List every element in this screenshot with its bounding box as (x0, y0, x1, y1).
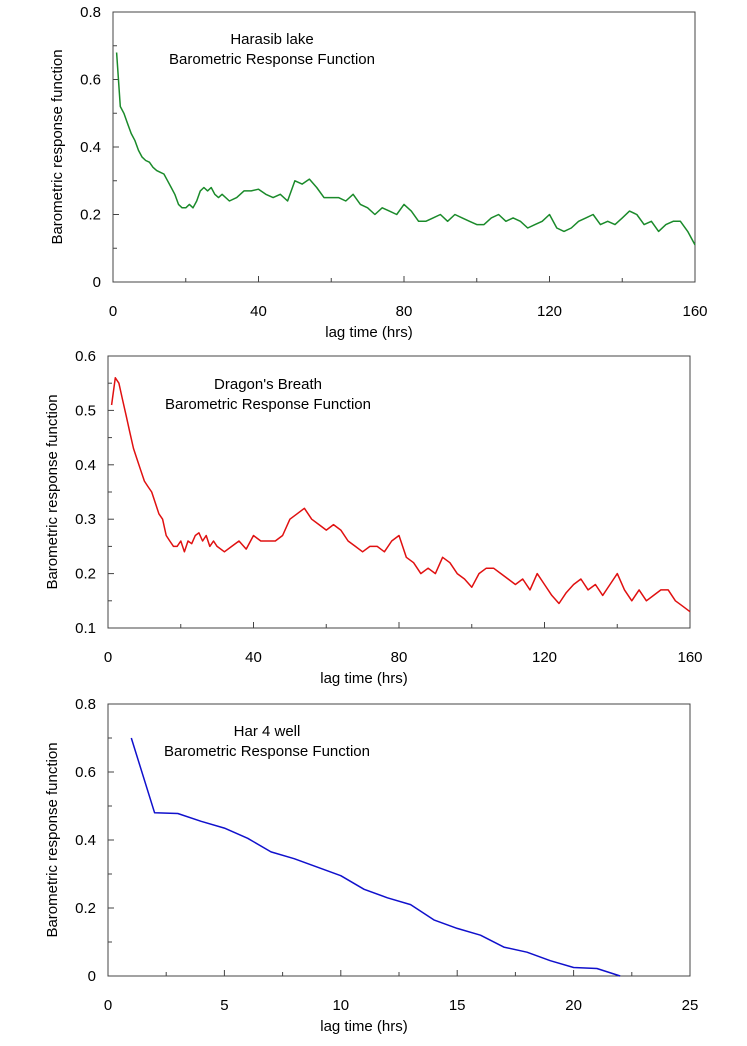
x-tick-label: 25 (682, 997, 699, 1014)
chart-har-4-well: 0 0.2 0.4 0.6 0.8 0 5 10 15 20 25 lag time (hrs) Bar… (44, 696, 698, 1035)
x-tick-label: 80 (396, 303, 413, 320)
y-tick-label: 0.1 (75, 620, 96, 637)
y-tick-label: 0.8 (75, 696, 96, 713)
y-axis-label: Barometric response function (44, 394, 61, 589)
x-tick-label: 15 (449, 997, 466, 1014)
y-tick-label: 0.2 (80, 207, 101, 224)
y-tick-label: 0.4 (75, 457, 96, 474)
x-tick-label: 20 (565, 997, 582, 1014)
y-tick-label: 0.8 (80, 4, 101, 21)
x-axis-label: lag time (hrs) (320, 1018, 408, 1035)
series-line (130, 737, 621, 977)
chart-title: Dragon's Breath (214, 376, 322, 393)
x-tick-label: 0 (104, 997, 112, 1014)
chart-subtitle: Barometric Response Function (165, 396, 371, 413)
y-tick-label: 0.2 (75, 900, 96, 917)
x-tick-label: 40 (250, 303, 267, 320)
chart-harasib-lake: 0 0.2 0.4 0.6 0.8 0 40 80 120 160 lag time (hrs) Ba… (49, 4, 708, 341)
chart-title: Harasib lake (230, 31, 313, 48)
y-tick-label: 0.6 (75, 348, 96, 365)
y-tick-label: 0.4 (75, 832, 96, 849)
x-tick-label: 10 (332, 997, 349, 1014)
chart-subtitle: Barometric Response Function (169, 51, 375, 68)
y-tick-label: 0.3 (75, 511, 96, 528)
x-axis-label: lag time (hrs) (320, 670, 408, 687)
x-tick-label: 0 (109, 303, 117, 320)
y-tick-label: 0.2 (75, 566, 96, 583)
y-tick-label: 0 (93, 274, 101, 291)
y-tick-label: 0.6 (75, 764, 96, 781)
y-tick-label: 0.4 (80, 139, 101, 156)
series-line (110, 377, 691, 613)
y-tick-label: 0.5 (75, 402, 96, 419)
x-tick-label: 160 (682, 303, 707, 320)
x-tick-label: 0 (104, 649, 112, 666)
chart-subtitle: Barometric Response Function (164, 743, 370, 760)
y-tick-label: 0 (88, 968, 96, 985)
series-line (115, 52, 696, 246)
x-tick-label: 120 (532, 649, 557, 666)
chart-dragons-breath: 0.1 0.2 0.3 0.4 0.5 0.6 0 40 80 120 160 lag time (h… (44, 348, 703, 687)
y-axis-label: Barometric response function (44, 742, 61, 937)
x-tick-label: 160 (677, 649, 702, 666)
x-tick-label: 120 (537, 303, 562, 320)
y-axis-label: Barometric response function (49, 49, 66, 244)
x-tick-label: 40 (245, 649, 262, 666)
x-tick-label: 5 (220, 997, 228, 1014)
x-axis-label: lag time (hrs) (325, 324, 413, 341)
chart-title: Har 4 well (234, 723, 301, 740)
x-tick-label: 80 (391, 649, 408, 666)
y-tick-label: 0.6 (80, 72, 101, 89)
